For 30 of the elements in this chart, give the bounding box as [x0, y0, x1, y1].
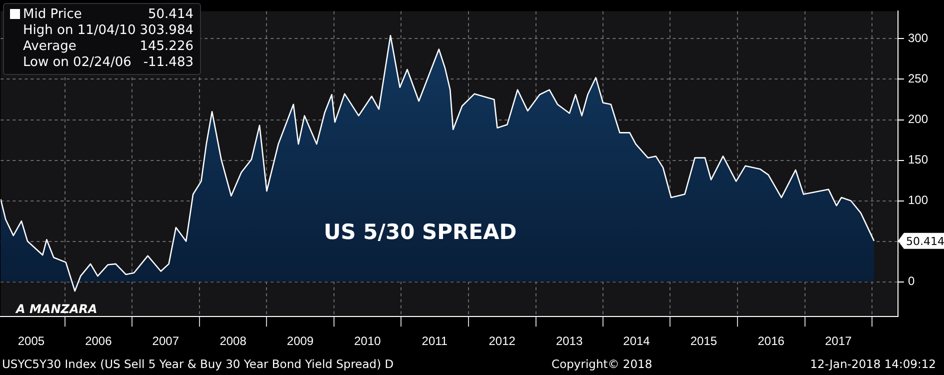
- text: US 5/30 SPREAD: [324, 220, 517, 244]
- annotation: 50.414: [906, 234, 944, 248]
- y-tick-label: 250: [908, 72, 928, 86]
- x-tick-label: 2012: [488, 334, 516, 348]
- text: USYC5Y30 Index (US Sell 5 Year & Buy 30 Year Bond Yield Spread) D: [2, 357, 394, 371]
- text: 12-Jan-2018 14:09:12: [810, 357, 936, 371]
- x-tick-label: 2010: [354, 334, 382, 348]
- y-tick-label: 0: [908, 274, 915, 288]
- annotation: Low on 02/24/06 -11.483: [23, 55, 194, 71]
- text: 50.414: [148, 7, 194, 22]
- x-tick-label: 2005: [18, 334, 45, 348]
- x-tick-label: 2006: [85, 334, 112, 348]
- x-tick-label: 2014: [623, 334, 650, 348]
- x-tick-label: 2017: [824, 334, 852, 348]
- text: Copyright© 2018: [552, 357, 652, 371]
- annotation: High on 11/04/10 303.984: [23, 23, 194, 39]
- x-tick-label: 2008: [220, 334, 247, 348]
- x-tick-label: 2009: [286, 334, 314, 348]
- x-tick-label: 2013: [556, 334, 583, 348]
- legend-label: Mid Price: [22, 7, 82, 23]
- x-tick-label: 2007: [152, 334, 180, 348]
- y-tick-label: 300: [908, 31, 928, 46]
- y-tick-label: 200: [908, 112, 928, 126]
- x-tick-label: 2011: [422, 334, 448, 348]
- y-tick-label: 100: [908, 193, 928, 208]
- annotation: A MANZARA: [16, 302, 98, 316]
- x-tick-label: 2016: [758, 334, 785, 348]
- text: Average 145.226: [23, 39, 194, 54]
- y-tick-label: 150: [908, 152, 928, 167]
- x-tick-label: 2015: [690, 334, 718, 348]
